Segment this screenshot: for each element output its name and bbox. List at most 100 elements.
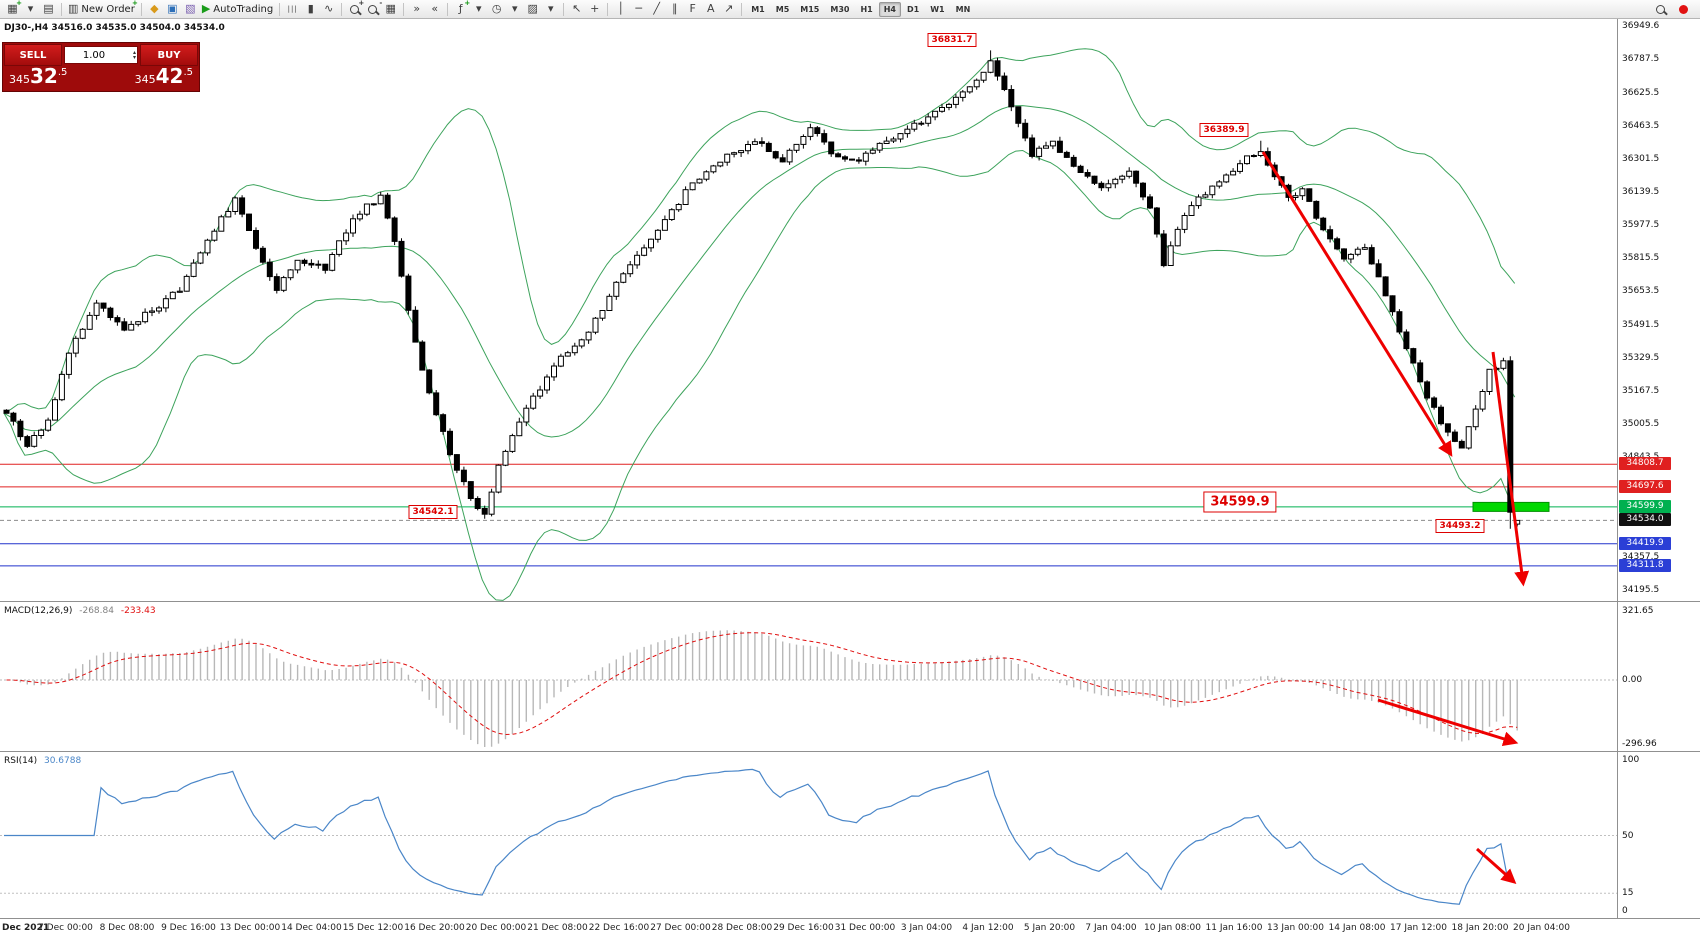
new-chart-dropdown-icon[interactable]: ▾ <box>22 1 39 17</box>
rsi-panel <box>0 768 1617 905</box>
one-click-trading-panel: SELL ▴ ▾ BUY 34532.5 34542.5 <box>2 42 200 92</box>
new-order-glyph: ▥ <box>68 2 79 15</box>
magnifier-icon <box>350 4 360 14</box>
tile-windows-glyph: ▦ <box>385 2 396 15</box>
indicators-icon[interactable]: ƒ + <box>452 0 471 17</box>
chart-shift-glyph: « <box>431 2 439 15</box>
sell-label: SELL <box>19 49 47 61</box>
timeframe-h4-button[interactable]: H4 <box>878 1 901 17</box>
periods-dropdown-icon[interactable]: ▾ <box>506 1 523 17</box>
trendline-glyph: ╱ <box>653 2 661 15</box>
vertical-line-icon[interactable]: │ <box>612 1 629 17</box>
auto-scroll-icon[interactable]: » <box>408 1 425 17</box>
new-order-label: New Order <box>81 3 135 15</box>
indicators-glyph: ƒ <box>458 2 463 15</box>
horizontal-line-glyph: ─ <box>635 2 643 15</box>
new-order-badge: + <box>131 0 138 7</box>
new-chart-icon[interactable]: ▦ + <box>4 0 22 17</box>
tile-windows-icon[interactable]: ▦ <box>382 1 399 17</box>
text-label-glyph: A <box>706 2 715 15</box>
profiles-icon[interactable]: ▤ <box>40 1 57 17</box>
indicators-dropdown-glyph: ▾ <box>475 2 482 15</box>
candlestick-chart-icon[interactable]: ▮ <box>302 1 319 17</box>
volume-input[interactable] <box>66 48 122 62</box>
line-chart-icon[interactable]: ∿ <box>320 1 337 17</box>
market-watch-icon[interactable]: ▣ <box>164 1 181 17</box>
equidistant-channel-icon[interactable]: ∥ <box>666 1 683 17</box>
crosshair-glyph: + <box>590 2 600 15</box>
price-panel <box>0 48 1617 601</box>
candlestick-chart-glyph: ▮ <box>307 2 314 15</box>
buy-button[interactable]: BUY <box>140 44 198 66</box>
horizontal-line-icon[interactable]: ─ <box>630 1 647 17</box>
notification-icon[interactable] <box>1675 1 1692 17</box>
indicators-badge: + <box>464 0 471 7</box>
profiles-glyph: ▤ <box>43 2 54 15</box>
autotrading-label: AutoTrading <box>213 3 274 15</box>
timeframe-m15-button[interactable]: M15 <box>800 4 820 14</box>
zoom-out-badge: - <box>379 0 383 7</box>
buy-price: 34542.5 <box>134 64 193 88</box>
zoom-out-icon[interactable]: - <box>364 0 383 17</box>
periods-dropdown-glyph: ▾ <box>511 2 518 15</box>
toolbar-right-icons <box>1652 1 1696 17</box>
new-chart-badge: + <box>16 0 22 7</box>
bar-chart-icon[interactable]: ||| <box>284 1 301 17</box>
arrows-tool-glyph: ↗ <box>724 2 734 15</box>
fibonacci-glyph: F <box>689 2 696 15</box>
toolbar-separator <box>140 2 142 16</box>
toolbar-separator <box>279 2 281 16</box>
timeframe-m1-button[interactable]: M1 <box>751 4 765 14</box>
magnifier-icon <box>368 4 378 14</box>
volume-down-button[interactable]: ▾ <box>132 54 136 61</box>
autotrading-button[interactable]: ▶ AutoTrading <box>200 1 275 17</box>
toolbar-separator <box>341 2 343 16</box>
new-chart-dropdown-glyph: ▾ <box>27 2 34 15</box>
macd-panel <box>0 630 1617 747</box>
line-chart-glyph: ∿ <box>324 2 334 15</box>
timeframe-m5-button[interactable]: M5 <box>775 4 790 14</box>
text-label-icon[interactable]: A <box>702 1 719 17</box>
chart-shift-icon[interactable]: « <box>426 1 443 17</box>
toolbar-separator <box>563 2 565 16</box>
search-icon[interactable] <box>1652 1 1669 17</box>
bar-chart-glyph: ||| <box>287 5 298 13</box>
volume-control[interactable]: ▴ ▾ <box>64 46 138 64</box>
crosshair-icon[interactable]: + <box>586 1 603 17</box>
fibonacci-icon[interactable]: F <box>684 1 701 17</box>
metaeditor-glyph: ◆ <box>150 2 159 15</box>
templates-dropdown-icon[interactable]: ▾ <box>542 1 559 17</box>
toolbar-separator <box>607 2 609 16</box>
new-order-button[interactable]: ▥ + New Order <box>66 0 138 17</box>
periods-glyph: ◷ <box>491 2 502 15</box>
trendline-icon[interactable]: ╱ <box>648 1 665 17</box>
toolbar-separator <box>447 2 449 16</box>
autotrading-glyph: ▶ <box>201 2 211 15</box>
cursor-glyph: ↖ <box>572 2 582 15</box>
new-chart-glyph: ▦ <box>7 2 18 15</box>
arrows-tool-icon[interactable]: ↗ <box>720 1 737 17</box>
timeframe-m30-button[interactable]: M30 <box>830 4 850 14</box>
timeframe-h1-button[interactable]: H1 <box>860 4 873 14</box>
timeframe-mn-button[interactable]: MN <box>955 4 971 14</box>
magnifier-icon <box>1656 4 1665 14</box>
red-dot-icon <box>1679 4 1688 14</box>
timeframe-w1-button[interactable]: W1 <box>930 4 945 14</box>
zoom-in-icon[interactable]: + <box>346 0 365 17</box>
market-watch-glyph: ▣ <box>167 2 178 15</box>
zoom-in-badge: + <box>358 0 365 7</box>
templates-icon[interactable]: ▨ <box>524 1 541 17</box>
sell-button[interactable]: SELL <box>4 44 62 66</box>
vertical-line-glyph: │ <box>617 2 625 15</box>
navigator-icon[interactable]: ▧ <box>182 1 199 17</box>
volume-up-button[interactable]: ▴ <box>132 49 136 56</box>
templates-dropdown-glyph: ▾ <box>547 2 554 15</box>
timeframe-d1-button[interactable]: D1 <box>907 4 920 14</box>
toolbar-separator <box>741 2 743 16</box>
indicators-dropdown-icon[interactable]: ▾ <box>470 1 487 17</box>
periods-icon[interactable]: ◷ <box>488 1 505 17</box>
cursor-icon[interactable]: ↖ <box>568 1 585 17</box>
metaeditor-icon[interactable]: ◆ <box>146 1 163 17</box>
